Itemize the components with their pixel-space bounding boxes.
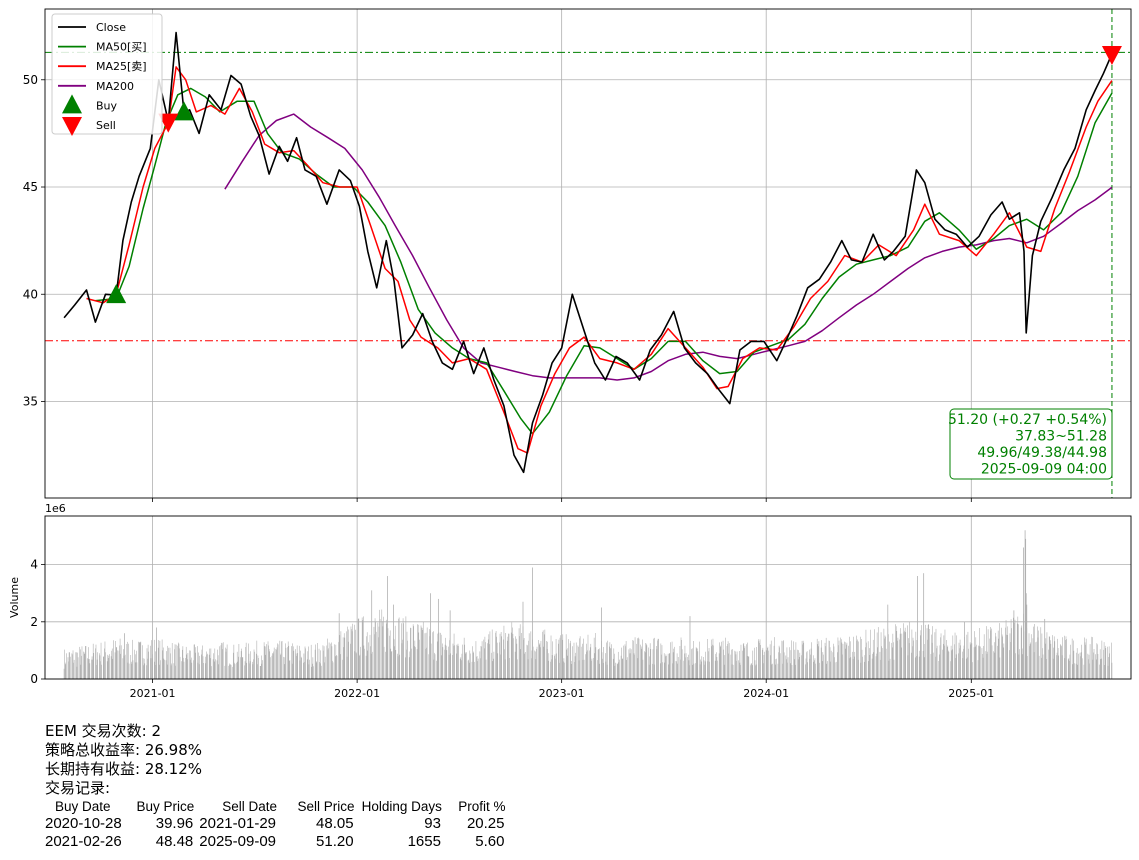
series-line-ma25 xyxy=(86,66,1113,454)
legend-label: Close xyxy=(96,21,126,34)
y-tick-label: 45 xyxy=(23,180,38,194)
info-box-line: 51.20 (+0.27 +0.54%) xyxy=(948,412,1107,428)
legend-box xyxy=(51,13,163,135)
holding-days-cell: 93 xyxy=(424,815,441,832)
y-tick-label: 50 xyxy=(23,73,38,87)
trade-table-header: Buy Date Buy Price Sell Date Sell Price … xyxy=(45,798,510,815)
trade-records-table: Buy Date Buy Price Sell Date Sell Price … xyxy=(45,798,510,851)
legend-label: Buy xyxy=(96,99,118,112)
sell-date-cell: 2021-01-29 xyxy=(199,815,277,832)
sell-marker xyxy=(1101,46,1122,66)
volume-y-tick-label: 4 xyxy=(30,558,38,572)
sell-price-cell: 48.05 xyxy=(316,815,354,832)
info-box-line: 49.96/49.38/44.98 xyxy=(977,445,1107,461)
header-sell-price: Sell Price xyxy=(297,799,355,814)
buy-marker xyxy=(106,284,127,304)
table-row: 2020-10-28 39.96 2021-01-29 48.05 93 20.… xyxy=(45,815,510,833)
legend-buy-swatch xyxy=(62,94,82,114)
legend-label: MA25[卖] xyxy=(96,60,147,73)
header-sell-date: Sell Date xyxy=(222,799,278,814)
header-buy-price: Buy Price xyxy=(136,799,195,814)
volume-y-tick-label: 2 xyxy=(30,615,38,629)
table-row: 2021-02-26 48.48 2025-09-09 51.20 1655 5… xyxy=(45,833,510,851)
y-tick-label: 35 xyxy=(23,394,38,408)
sell-date-cell: 2025-09-09 xyxy=(199,833,277,850)
volume-panel: 0 2 4 2021-01 2022-01 2023-01 2024-01 2025-01 1e… xyxy=(8,502,1132,700)
buy-date-cell: 2021-02-26 xyxy=(45,833,122,850)
strategy-summary: EEM 交易次数: 2 策略总收益率: 26.98% 长期持有收益: 28.12… xyxy=(45,722,202,798)
price-panel: 35 40 45 50 51.20 (+0.27 +0.54%)37.83~51.284… xyxy=(23,8,1132,502)
volume-axis-label: Volume xyxy=(8,577,21,618)
x-tick-label: 2023-01 xyxy=(539,687,585,700)
series-line-close xyxy=(63,31,1113,474)
volume-y-tick-label: 0 xyxy=(30,672,38,686)
trade-count-text: EEM 交易次数: 2 xyxy=(45,722,162,740)
series-line-ma50 xyxy=(94,87,1113,435)
info-box xyxy=(949,408,1113,480)
profit-cell: 5.60 xyxy=(475,833,505,850)
profit-cell: 20.25 xyxy=(466,815,505,832)
buy-price-cell: 39.96 xyxy=(155,815,194,832)
info-box-line: 2025-09-09 04:00 xyxy=(981,462,1107,478)
header-profit: Profit % xyxy=(458,799,506,814)
hold-return-text: 长期持有收益: 28.12% xyxy=(45,760,203,778)
legend-label: MA200 xyxy=(96,80,134,93)
legend-sell-swatch xyxy=(62,117,82,136)
legend-label: MA50[买] xyxy=(96,41,147,54)
x-tick-label: 2021-01 xyxy=(130,687,176,700)
x-tick-label: 2024-01 xyxy=(743,687,789,700)
trade-records-title: 交易记录: xyxy=(45,779,111,797)
x-tick-label: 2025-01 xyxy=(948,687,994,700)
buy-marker xyxy=(173,101,194,121)
y-tick-label: 40 xyxy=(23,287,38,301)
buy-price-cell: 48.48 xyxy=(155,833,194,850)
header-buy-date: Buy Date xyxy=(55,799,111,814)
legend-label: Sell xyxy=(96,119,116,132)
sell-marker xyxy=(158,113,179,133)
sell-price-cell: 51.20 xyxy=(316,833,354,850)
header-holding-days: Holding Days xyxy=(361,799,442,814)
strategy-return-text: 策略总收益率: 26.98% xyxy=(45,741,203,759)
price-axes-frame xyxy=(44,8,1132,499)
holding-days-cell: 1655 xyxy=(407,833,441,850)
buy-date-cell: 2020-10-28 xyxy=(45,815,122,832)
volume-scale-label: 1e6 xyxy=(45,502,66,515)
volume-axes-frame xyxy=(44,515,1132,680)
info-box-line: 37.83~51.28 xyxy=(1015,429,1107,445)
x-tick-label: 2022-01 xyxy=(334,687,380,700)
